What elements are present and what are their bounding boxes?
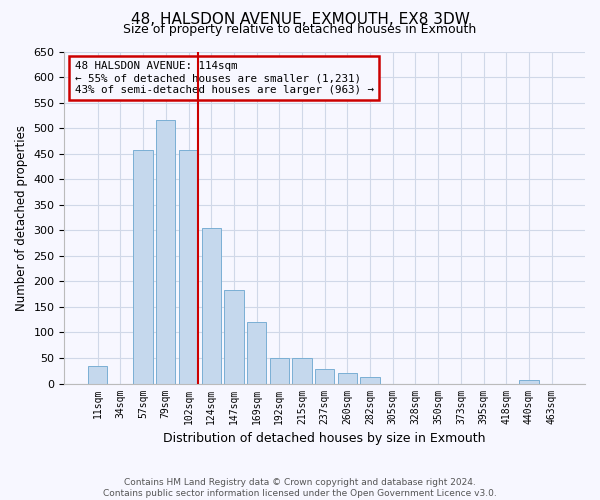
Bar bbox=[179, 150, 198, 384]
Bar bbox=[88, 366, 107, 384]
Bar bbox=[269, 358, 289, 384]
Bar bbox=[156, 120, 175, 384]
Bar bbox=[520, 380, 539, 384]
Bar bbox=[224, 290, 244, 384]
Text: 48 HALSDON AVENUE: 114sqm
← 55% of detached houses are smaller (1,231)
43% of se: 48 HALSDON AVENUE: 114sqm ← 55% of detac… bbox=[75, 62, 374, 94]
X-axis label: Distribution of detached houses by size in Exmouth: Distribution of detached houses by size … bbox=[163, 432, 486, 445]
Bar bbox=[315, 370, 334, 384]
Text: Size of property relative to detached houses in Exmouth: Size of property relative to detached ho… bbox=[124, 22, 476, 36]
Bar bbox=[361, 377, 380, 384]
Y-axis label: Number of detached properties: Number of detached properties bbox=[15, 124, 28, 310]
Bar bbox=[133, 150, 153, 384]
Bar bbox=[202, 228, 221, 384]
Text: 48, HALSDON AVENUE, EXMOUTH, EX8 3DW: 48, HALSDON AVENUE, EXMOUTH, EX8 3DW bbox=[131, 12, 469, 28]
Bar bbox=[292, 358, 311, 384]
Bar bbox=[247, 322, 266, 384]
Bar bbox=[338, 374, 357, 384]
Text: Contains HM Land Registry data © Crown copyright and database right 2024.
Contai: Contains HM Land Registry data © Crown c… bbox=[103, 478, 497, 498]
